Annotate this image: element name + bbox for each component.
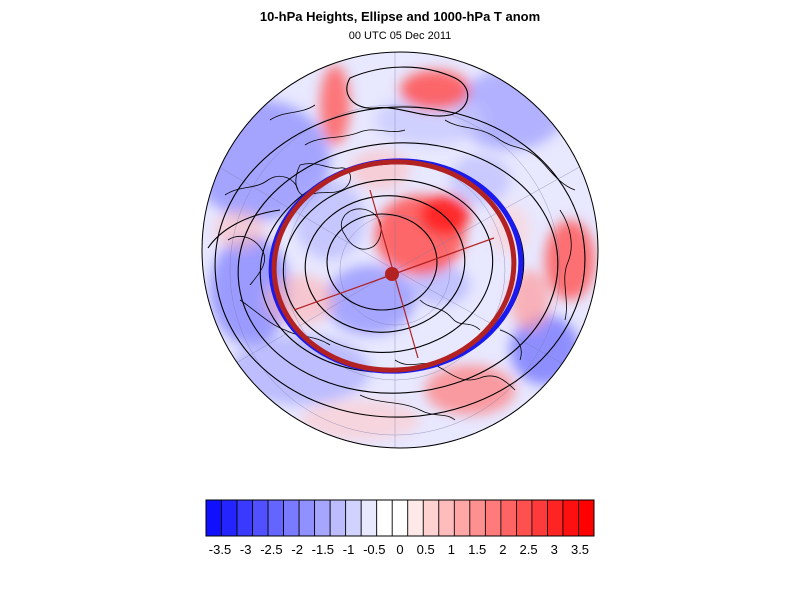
colorbar-swatch: [391, 499, 409, 537]
colorbar-label: -2.5: [260, 542, 283, 557]
colorbar-swatch: [221, 499, 238, 537]
chart-title: 10-hPa Heights, Ellipse and 1000-hPa T a…: [259, 9, 541, 24]
colorbar-swatch: [453, 499, 471, 537]
colorbar-label: -3.5: [208, 542, 232, 557]
colorbar-swatch: [547, 499, 564, 537]
colorbar-swatch: [298, 499, 316, 537]
colorbar-swatch: [516, 499, 533, 537]
colorbar-swatch: [236, 499, 253, 537]
colorbar: [205, 499, 595, 537]
colorbar-swatch: [267, 499, 284, 537]
colorbar-swatch: [500, 499, 517, 537]
colorbar-swatch: [314, 499, 331, 537]
colorbar-swatch: [376, 499, 393, 537]
colorbar-label: -2: [291, 542, 303, 557]
colorbar-swatch: [252, 499, 269, 537]
coastlines: [224, 104, 576, 421]
colorbar-swatch: [407, 499, 424, 537]
colorbar-swatch: [283, 499, 300, 537]
colorbar-swatch: [578, 499, 595, 537]
colorbar-swatch: [484, 499, 502, 537]
colorbar-label: 1: [447, 542, 456, 557]
colorbar-label: 1.5: [468, 542, 487, 557]
colorbar-swatch: [562, 499, 579, 537]
colorbar-swatch: [345, 499, 362, 537]
colorbar-label: 0: [396, 542, 404, 557]
colorbar-label: -1.5: [311, 542, 335, 557]
vortex-ellipse: [268, 158, 524, 374]
colorbar-label: -1: [342, 542, 355, 557]
colorbar-label: -0.5: [363, 542, 386, 557]
colorbar-label: 3: [550, 542, 558, 557]
colorbar-swatch: [469, 499, 486, 537]
colorbar-swatch: [205, 499, 222, 537]
colorbar-swatch: [360, 499, 378, 537]
colorbar-swatch: [531, 499, 548, 537]
temperature-anomaly-field: [202, 52, 598, 448]
colorbar-label: 0.5: [416, 542, 435, 557]
colorbar-outline: [205, 499, 595, 537]
colorbar-label: 3.5: [570, 542, 590, 557]
colorbar-label: -3: [239, 542, 252, 557]
colorbar-swatch: [329, 499, 347, 537]
map-boundary: [201, 51, 599, 449]
colorbar-swatch: [422, 499, 440, 537]
chart-subtitle: 00 UTC 05 Dec 2011: [348, 30, 452, 42]
colorbar-labels: -3.5 -3 -2.5 -2 -1.5 -1 -0.5 0 0.5 1 1.5 2 2.5 3 3.5: [0, 542, 800, 562]
graticule: [202, 52, 598, 448]
colorbar-label: 2.5: [519, 542, 538, 557]
colorbar-label: 2: [499, 542, 507, 557]
colorbar-swatch: [438, 499, 455, 537]
